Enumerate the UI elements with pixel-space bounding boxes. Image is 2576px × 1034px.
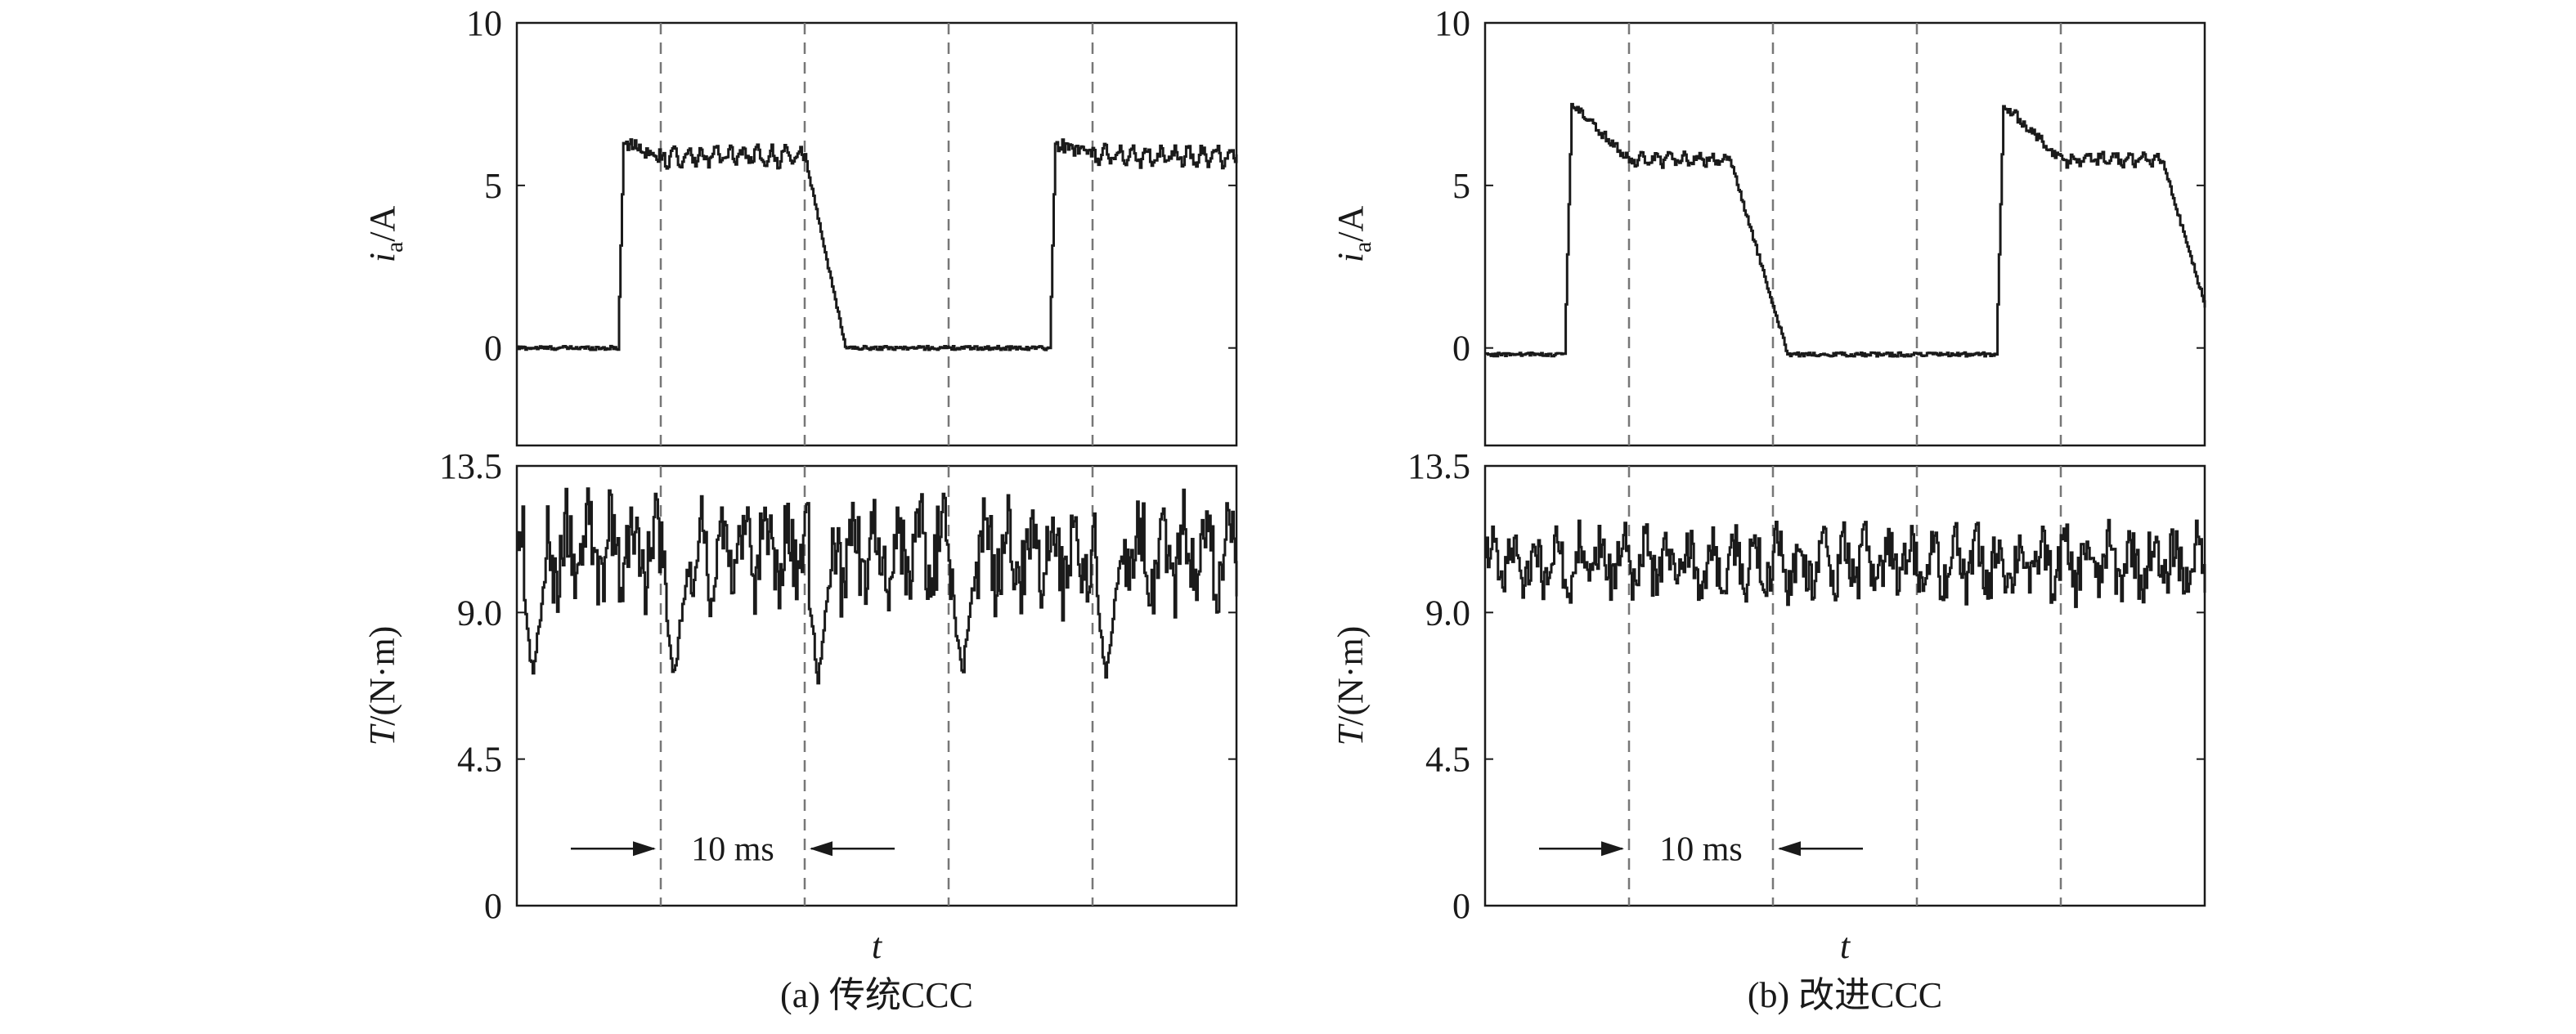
torque-ytick-label: 0 bbox=[484, 886, 502, 926]
period-label-bg bbox=[672, 821, 793, 871]
ylabel-symbol: i bbox=[362, 253, 402, 262]
period-arrow-right-head bbox=[1778, 841, 1801, 857]
torque-ytick-label: 13.5 bbox=[439, 446, 502, 486]
torque-y-axis-label: T/(N·m) bbox=[362, 626, 402, 746]
torque-plot-frame bbox=[1483, 464, 2206, 907]
current-series-line bbox=[517, 138, 1238, 351]
period-arrow-left-head bbox=[633, 841, 656, 857]
current-ytick-label: 0 bbox=[1452, 329, 1470, 369]
current-ytick-label: 10 bbox=[466, 3, 502, 43]
torque-ytick-label: 4.5 bbox=[457, 740, 502, 780]
period-annotation-label: 10 ms bbox=[691, 830, 774, 868]
period-arrow-left-head bbox=[1601, 841, 1624, 857]
current-ytick-label: 0 bbox=[484, 329, 502, 369]
current-subplot: 0 5 10 ia/A bbox=[1331, 3, 2206, 447]
ylabel-unit: /(N·m) bbox=[362, 626, 402, 726]
x-axis-label: t bbox=[1840, 926, 1851, 966]
chart-panel-b: 0 5 10 ia/A 0 4.5 9.0 13.5 T/(N·m) 10 ms t (b) 改进CC… bbox=[1331, 3, 2206, 1015]
torque-plot-frame bbox=[515, 464, 1238, 907]
panel-caption: (b) 改进CCC bbox=[1748, 975, 1942, 1015]
torque-ytick-label: 0 bbox=[1452, 886, 1470, 926]
current-plot-frame bbox=[1483, 21, 2206, 447]
ylabel-unit: /A bbox=[362, 205, 402, 241]
ylabel-subscript: a bbox=[381, 242, 408, 253]
period-arrow-right-head bbox=[810, 841, 832, 857]
torque-ytick-label: 9.0 bbox=[1425, 593, 1470, 633]
current-subplot: 0 5 10 ia/A bbox=[362, 3, 1238, 447]
panel-caption: (a) 传统CCC bbox=[780, 975, 973, 1015]
current-y-axis-label: ia/A bbox=[362, 205, 408, 262]
torque-y-axis-label: T/(N·m) bbox=[1331, 626, 1371, 746]
ylabel-unit: /(N·m) bbox=[1331, 626, 1371, 726]
ylabel-subscript: a bbox=[1349, 242, 1376, 253]
torque-subplot: 0 4.5 9.0 13.5 T/(N·m) 10 ms bbox=[362, 446, 1238, 926]
current-y-axis-label: ia/A bbox=[1331, 205, 1376, 262]
ylabel-symbol: T bbox=[362, 723, 402, 745]
ylabel-symbol: T bbox=[1331, 723, 1371, 745]
ylabel-unit: /A bbox=[1331, 205, 1371, 241]
period-annotation-label: 10 ms bbox=[1659, 830, 1743, 868]
torque-series-line bbox=[517, 487, 1238, 685]
ylabel-symbol: i bbox=[1331, 253, 1371, 262]
torque-series-line bbox=[1485, 518, 2206, 608]
current-plot-frame bbox=[515, 21, 1238, 447]
period-label-bg bbox=[1640, 821, 1761, 871]
torque-ytick-label: 9.0 bbox=[457, 593, 502, 633]
torque-subplot: 0 4.5 9.0 13.5 T/(N·m) 10 ms bbox=[1331, 446, 2206, 926]
torque-ytick-label: 13.5 bbox=[1407, 446, 1470, 486]
torque-ytick-label: 4.5 bbox=[1425, 740, 1470, 780]
current-ytick-label: 5 bbox=[1452, 166, 1470, 206]
current-ytick-label: 10 bbox=[1434, 3, 1470, 43]
current-series-line bbox=[1485, 102, 2206, 358]
chart-panel-a: 0 5 10 ia/A 0 4.5 9.0 13.5 T/(N·m) 10 ms t (a) 传统CC… bbox=[362, 3, 1238, 1015]
current-ytick-label: 5 bbox=[484, 166, 502, 206]
x-axis-label: t bbox=[872, 926, 883, 966]
